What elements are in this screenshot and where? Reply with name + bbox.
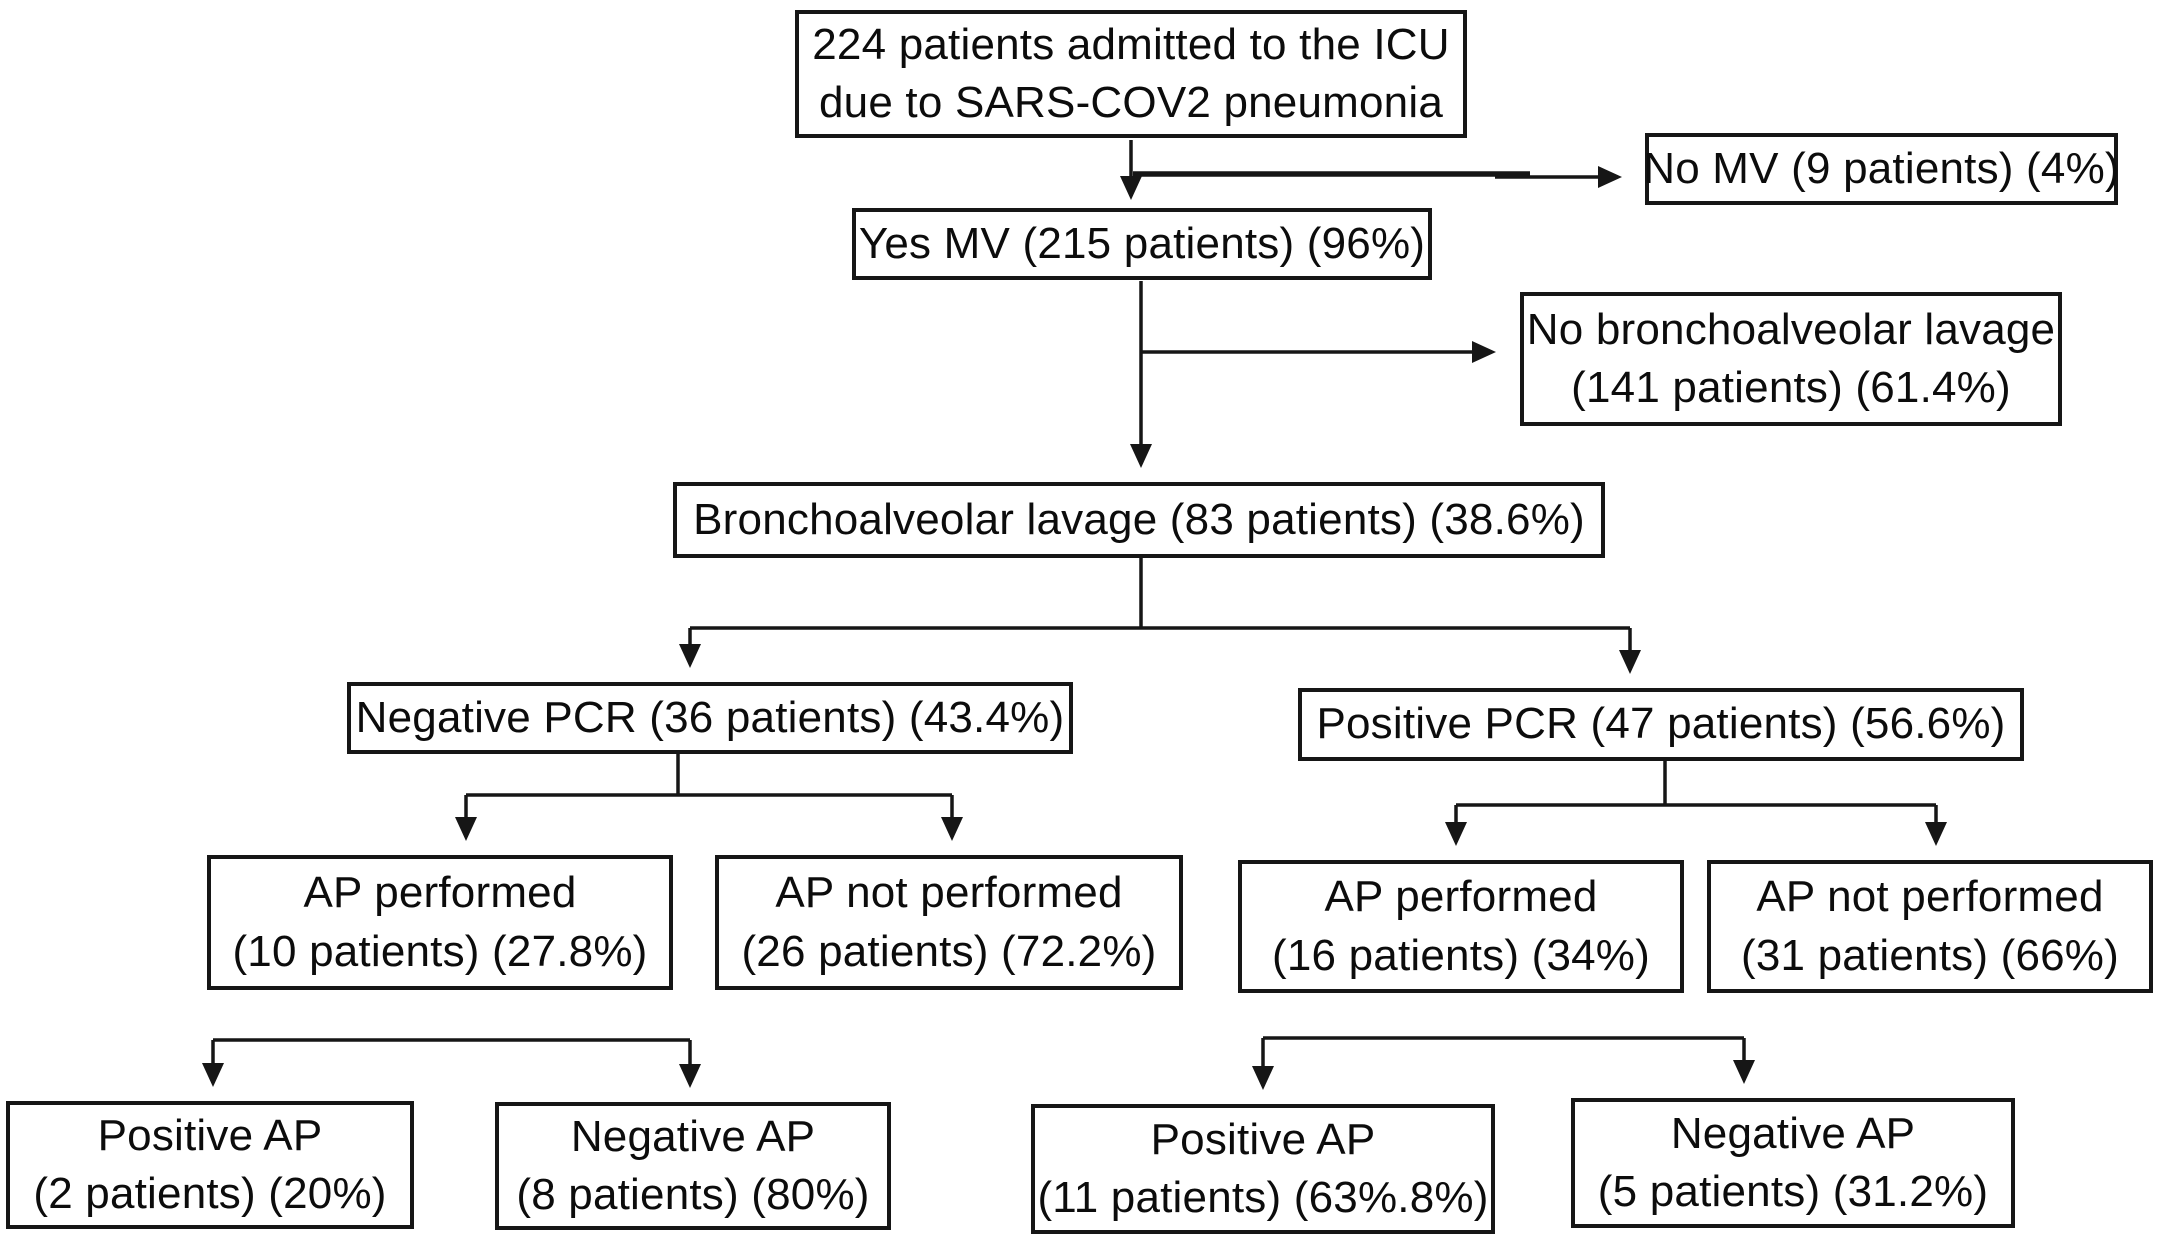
node-negative-ap-pos: Negative AP (5 patients) (31.2%) bbox=[1571, 1098, 2015, 1228]
node-ap-not-performed-neg-line1: AP not performed bbox=[775, 868, 1123, 918]
node-ap-not-performed-neg: AP not performed (26 patients) (72.2%) bbox=[715, 855, 1183, 990]
node-no-mv: No MV (9 patients) (4%) bbox=[1643, 133, 2120, 205]
node-bal-line1: Bronchoalveolar lavage (83 patients) (38… bbox=[693, 494, 1585, 544]
node-no-bal-line1: No bronchoalveolar lavage bbox=[1526, 304, 2056, 354]
node-ap-not-performed-neg-line2: (26 patients) (72.2%) bbox=[741, 926, 1157, 976]
node-positive-pcr: Positive PCR (47 patients) (56.6%) bbox=[1298, 688, 2024, 761]
node-positive-ap-neg-line2: (2 patients) (20%) bbox=[33, 1169, 387, 1218]
node-ap-not-performed-pos-line1: AP not performed bbox=[1756, 872, 2104, 922]
node-positive-pcr-line1: Positive PCR (47 patients) (56.6%) bbox=[1316, 699, 2006, 749]
node-ap-performed-neg: AP performed (10 patients) (27.8%) bbox=[207, 855, 673, 990]
node-ap-not-performed-pos: AP not performed (31 patients) (66%) bbox=[1707, 860, 2153, 993]
node-negative-ap-pos-line1: Negative AP bbox=[1670, 1108, 1916, 1158]
node-no-mv-line1: No MV (9 patients) (4%) bbox=[1643, 143, 2120, 193]
node-yes-mv: Yes MV (215 patients) (96%) bbox=[852, 208, 1432, 280]
node-positive-ap-neg: Positive AP (2 patients) (20%) bbox=[6, 1101, 414, 1229]
node-negative-ap-pos-line2: (5 patients) (31.2%) bbox=[1597, 1167, 1989, 1216]
node-admitted-icu-line1: 224 patients admitted to the ICU bbox=[812, 19, 1450, 69]
node-negative-pcr: Negative PCR (36 patients) (43.4%) bbox=[347, 682, 1073, 754]
node-negative-ap-neg-line1: Negative AP bbox=[570, 1111, 816, 1161]
node-admitted-icu-line2: due to SARS-COV2 pneumonia bbox=[819, 78, 1443, 127]
node-ap-not-performed-pos-line2: (31 patients) (66%) bbox=[1741, 930, 2119, 980]
node-no-bal-line2: (141 patients) (61.4%) bbox=[1571, 363, 2011, 412]
node-admitted-icu: 224 patients admitted to the ICU due to … bbox=[795, 10, 1467, 138]
node-ap-performed-pos-line2: (16 patients) (34%) bbox=[1272, 930, 1650, 980]
node-yes-mv-line1: Yes MV (215 patients) (96%) bbox=[858, 218, 1426, 268]
node-positive-ap-pos-line2: (11 patients) (63%.8%) bbox=[1037, 1173, 1489, 1222]
node-bal: Bronchoalveolar lavage (83 patients) (38… bbox=[673, 482, 1605, 558]
node-positive-ap-pos: Positive AP (11 patients) (63%.8%) bbox=[1031, 1104, 1495, 1234]
node-negative-ap-neg: Negative AP (8 patients) (80%) bbox=[495, 1102, 891, 1230]
node-negative-pcr-line1: Negative PCR (36 patients) (43.4%) bbox=[355, 692, 1065, 742]
node-ap-performed-neg-line2: (10 patients) (27.8%) bbox=[232, 926, 648, 976]
node-negative-ap-neg-line2: (8 patients) (80%) bbox=[516, 1170, 870, 1219]
node-ap-performed-pos: AP performed (16 patients) (34%) bbox=[1238, 860, 1684, 993]
node-ap-performed-neg-line1: AP performed bbox=[303, 868, 577, 918]
node-positive-ap-neg-line1: Positive AP bbox=[97, 1110, 323, 1160]
node-positive-ap-pos-line1: Positive AP bbox=[1150, 1114, 1376, 1164]
node-no-bal: No bronchoalveolar lavage (141 patients)… bbox=[1520, 292, 2062, 426]
node-ap-performed-pos-line1: AP performed bbox=[1324, 872, 1598, 922]
